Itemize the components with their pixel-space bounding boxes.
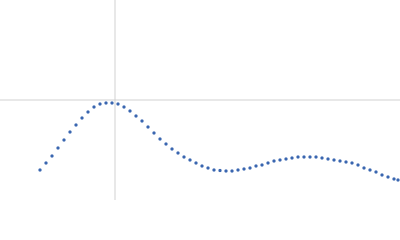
point [332,158,336,162]
point [98,102,102,106]
point [356,163,360,167]
point [182,155,186,159]
point [386,175,390,179]
point [344,160,348,164]
chart [0,0,400,200]
point [110,101,114,105]
point [326,157,330,161]
point [146,125,150,129]
point [374,170,378,174]
point [212,168,216,172]
point [224,169,228,173]
point [158,137,162,141]
point [188,158,192,162]
point [116,102,120,106]
point [62,138,66,142]
point [272,159,276,163]
point [242,167,246,171]
point [338,159,342,163]
point [254,164,258,168]
point [320,156,324,160]
point [134,114,138,118]
point [74,123,78,127]
point [314,155,318,159]
point [362,166,366,170]
point [308,155,312,159]
point [260,163,264,167]
point [236,168,240,172]
point [290,156,294,160]
point [278,158,282,162]
point [170,147,174,151]
point [194,161,198,165]
point [140,119,144,123]
point [248,166,252,170]
point [56,146,60,150]
point [284,157,288,161]
point [230,169,234,173]
point [266,161,270,165]
point [218,168,222,173]
point [380,173,384,177]
point [122,105,126,109]
point [86,110,90,114]
point [176,151,180,155]
point [206,166,210,170]
point [302,155,306,159]
point [92,105,96,109]
point [50,154,54,158]
point [350,161,354,165]
point [164,142,168,146]
point [38,168,42,172]
point [128,109,132,113]
point [104,101,108,105]
point [368,168,372,172]
point [200,164,204,168]
point [392,177,396,181]
point [68,130,72,134]
point [152,131,156,135]
point [80,116,84,120]
point [296,155,300,159]
point [44,161,48,165]
point [396,178,400,182]
